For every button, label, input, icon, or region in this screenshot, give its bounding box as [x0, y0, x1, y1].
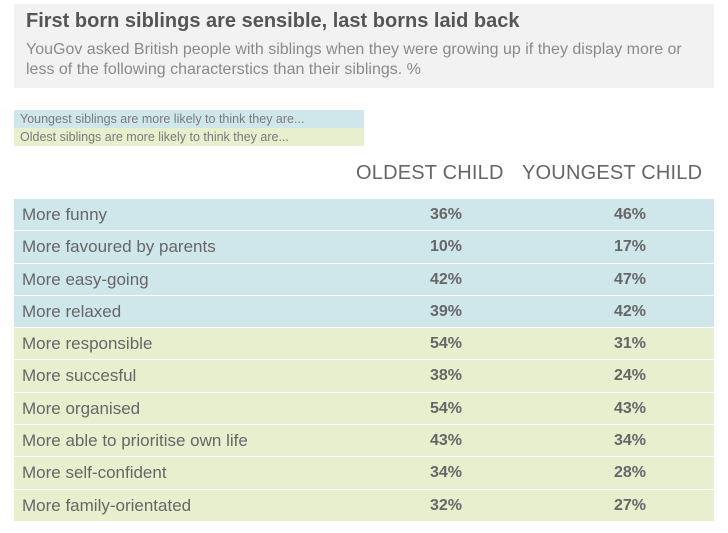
table-row: More able to prioritise own life 43% 34%	[14, 425, 714, 458]
row-label: More self-confident	[22, 463, 167, 483]
oldest-value: 36%	[429, 206, 463, 223]
row-label: More succesful	[22, 366, 137, 386]
oldest-value: 10%	[429, 238, 463, 256]
row-label: More easy-going	[22, 269, 149, 289]
oldest-value: 42%	[429, 270, 463, 288]
oldest-value: 54%	[429, 399, 463, 417]
row-label: More funny	[22, 205, 108, 224]
youngest-value: 46%	[613, 206, 647, 223]
column-header-youngest: YOUNGEST CHILD	[522, 162, 703, 184]
row-label: More responsible	[22, 334, 153, 354]
youngest-value: 47%	[613, 270, 647, 288]
youngest-value: 24%	[613, 367, 647, 385]
legend-youngest: Youngest siblings are more likely to thi…	[14, 110, 364, 128]
youngest-value: 17%	[613, 238, 647, 256]
row-label: More organised	[22, 398, 141, 418]
table-row: More succesful 38% 24%	[14, 360, 714, 393]
youngest-value: 34%	[613, 432, 647, 450]
row-label: More able to prioritise own life	[22, 431, 248, 451]
row-label: More favoured by parents	[22, 237, 216, 257]
chart-header: First born siblings are sensible, last b…	[14, 4, 714, 88]
oldest-value: 39%	[429, 302, 463, 320]
chart-title: First born siblings are sensible, last b…	[26, 10, 520, 32]
table-row: More relaxed 39% 42%	[14, 295, 714, 329]
data-table: More funny 36% 46% More favoured by parents…	[14, 199, 714, 522]
oldest-value: 43%	[429, 432, 463, 450]
table-row: More family-orientated 32% 27%	[14, 489, 714, 522]
table-row: More organised 54% 43%	[14, 392, 714, 426]
youngest-value: 43%	[613, 399, 647, 417]
row-label: More family-orientated	[22, 495, 192, 515]
row-label: More relaxed	[22, 301, 122, 321]
column-header-oldest: OLDEST CHILD	[356, 162, 504, 184]
oldest-value: 38%	[429, 367, 463, 385]
legend-oldest: Oldest siblings are more likely to think…	[14, 128, 364, 146]
youngest-value: 28%	[613, 464, 647, 482]
table-row: More funny 36% 46%	[14, 199, 714, 232]
table-row: More responsible 54% 31%	[14, 328, 714, 361]
table-row: More favoured by parents 10% 17%	[14, 231, 714, 264]
chart-subtitle: YouGov asked British people with sibling…	[26, 41, 682, 78]
youngest-value: 27%	[613, 496, 647, 514]
youngest-value: 42%	[613, 302, 647, 320]
table-row: More self-confident 34% 28%	[14, 457, 714, 490]
youngest-value: 31%	[613, 335, 647, 353]
table-row: More easy-going 42% 47%	[14, 263, 714, 296]
oldest-value: 32%	[429, 496, 463, 514]
oldest-value: 54%	[429, 335, 463, 353]
oldest-value: 34%	[429, 464, 463, 482]
